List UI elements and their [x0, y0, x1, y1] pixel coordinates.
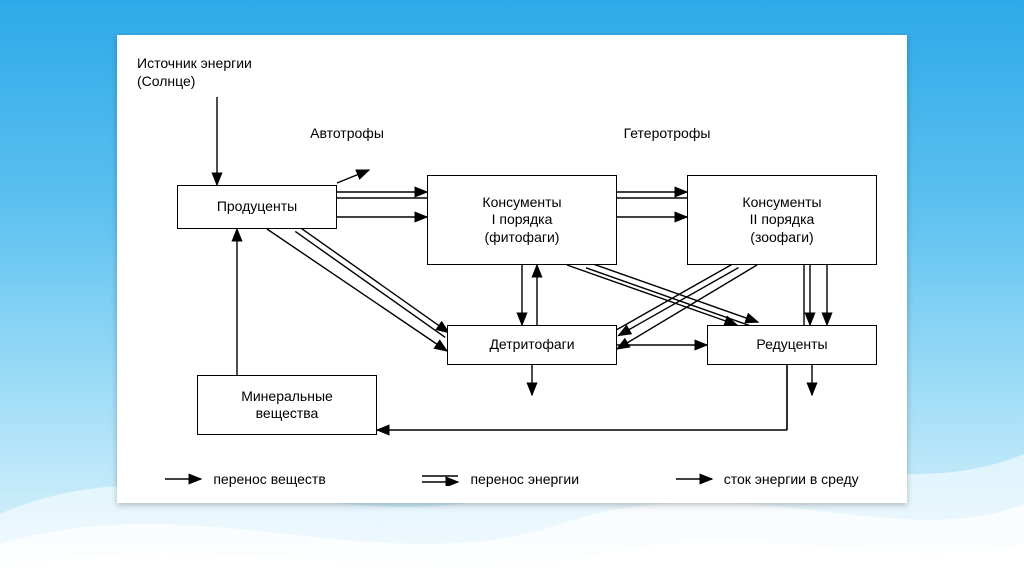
- legend-label-energy: перенос энергии: [470, 471, 579, 487]
- node-producers: Продуценты: [177, 185, 337, 229]
- legend-label-dissipate: сток энергии в среду: [724, 471, 859, 487]
- node-reducers: Редуценты: [707, 325, 877, 365]
- legend-item-dissipate: сток энергии в среду: [676, 471, 859, 487]
- legend-label-matter: перенос веществ: [213, 471, 325, 487]
- legend: перенос веществ перенос энергии сток эне…: [117, 471, 907, 487]
- node-detritophages: Детритофаги: [447, 325, 617, 365]
- label-heterotrophs: Гетеротрофы: [587, 125, 747, 143]
- legend-item-energy: перенос энергии: [422, 471, 579, 487]
- diagram-card: Источник энергии(Солнце) Автотрофы Гетер…: [117, 35, 907, 503]
- node-minerals: Минеральныевещества: [197, 375, 377, 435]
- node-consumers-1: КонсументыI порядка(фитофаги): [427, 175, 617, 265]
- legend-item-matter: перенос веществ: [165, 471, 325, 487]
- label-autotrophs: Автотрофы: [277, 125, 417, 143]
- label-source: Источник энергии(Солнце): [137, 55, 337, 90]
- node-consumers-2: КонсументыII порядка(зоофаги): [687, 175, 877, 265]
